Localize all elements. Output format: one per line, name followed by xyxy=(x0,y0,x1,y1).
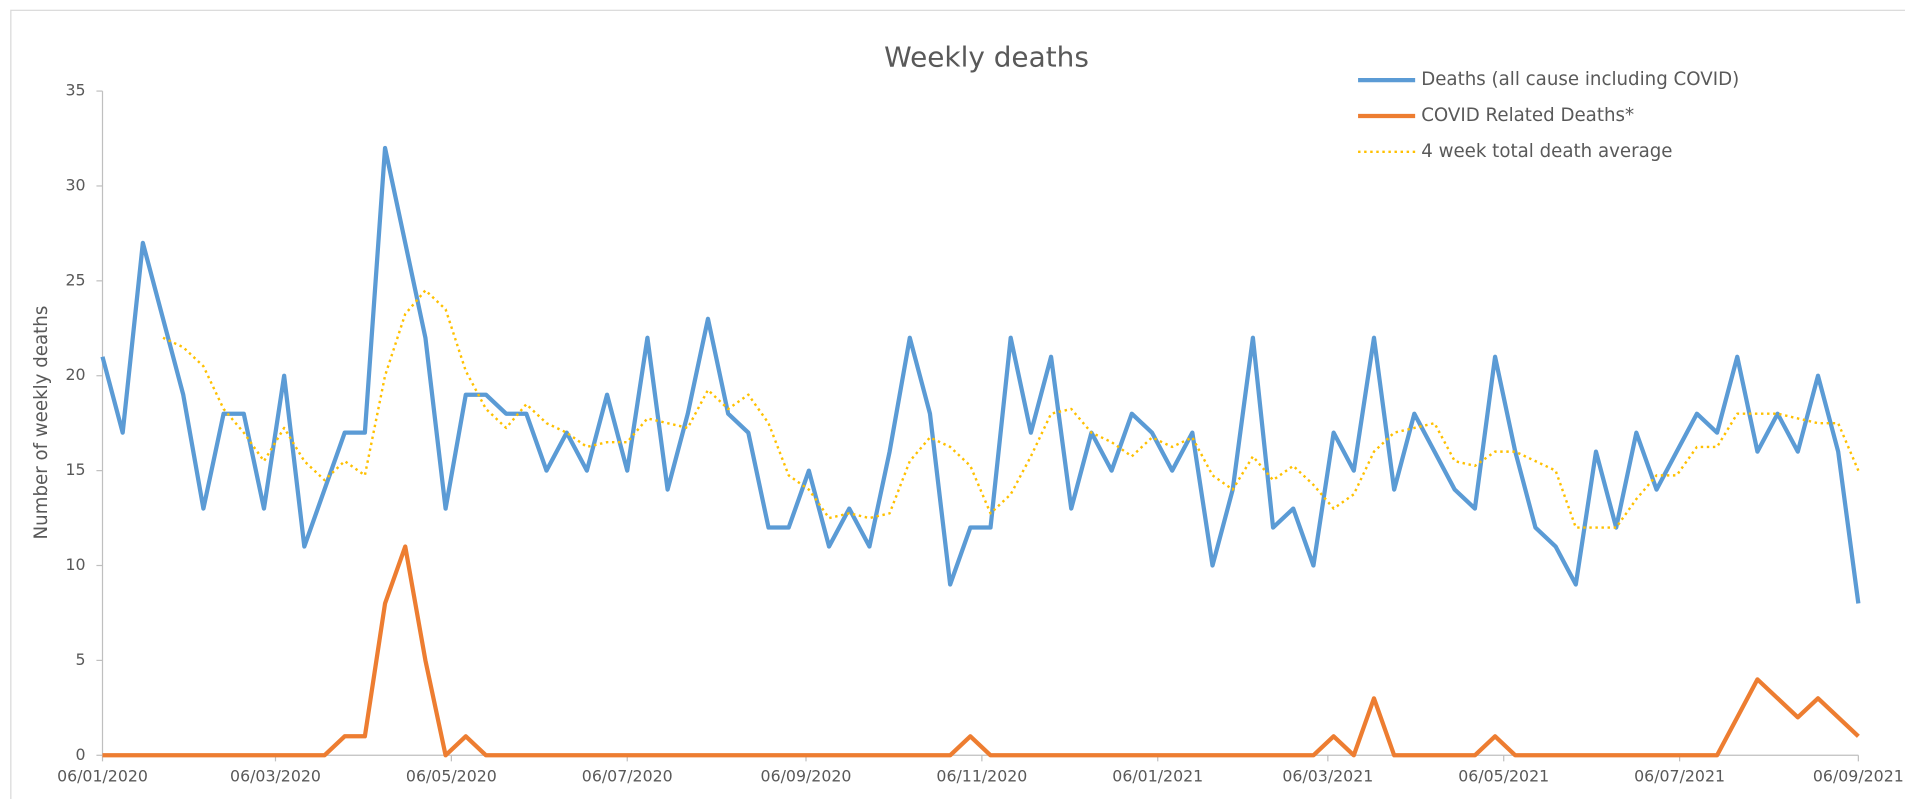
y-tick-label: 15 xyxy=(65,460,85,479)
y-tick-label: 5 xyxy=(75,650,85,669)
x-tick-label: 06/03/2021 xyxy=(1282,767,1373,786)
series-line xyxy=(162,289,1860,529)
x-tick-label: 06/11/2020 xyxy=(936,767,1027,786)
legend-label: Deaths (all cause including COVID) xyxy=(1421,69,1739,90)
chart-title: Weekly deaths xyxy=(884,40,1089,73)
x-tick-label: 06/07/2020 xyxy=(582,767,673,786)
series-line xyxy=(102,544,1860,758)
y-tick-label: 0 xyxy=(75,745,85,764)
y-tick-label: 20 xyxy=(65,365,85,384)
y-tick-label: 35 xyxy=(65,81,85,100)
legend-label: COVID Related Deaths* xyxy=(1421,105,1634,126)
x-tick-label: 06/09/2020 xyxy=(761,767,852,786)
x-tick-label: 06/05/2020 xyxy=(406,767,497,786)
y-axis-label: Number of weekly deaths xyxy=(31,306,52,540)
x-tick-label: 06/07/2021 xyxy=(1634,767,1725,786)
y-tick-label: 10 xyxy=(65,555,85,574)
series-line xyxy=(100,145,1861,604)
x-tick-label: 06/01/2020 xyxy=(57,767,148,786)
legend-label: 4 week total death average xyxy=(1421,141,1672,162)
x-tick-label: 06/09/2021 xyxy=(1813,767,1904,786)
y-tick-label: 30 xyxy=(65,175,85,194)
x-tick-label: 06/05/2021 xyxy=(1458,767,1549,786)
x-tick-label: 06/01/2021 xyxy=(1112,767,1203,786)
chart-border xyxy=(10,9,1905,799)
x-tick-label: 06/03/2020 xyxy=(230,767,321,786)
y-tick-label: 25 xyxy=(65,270,85,289)
